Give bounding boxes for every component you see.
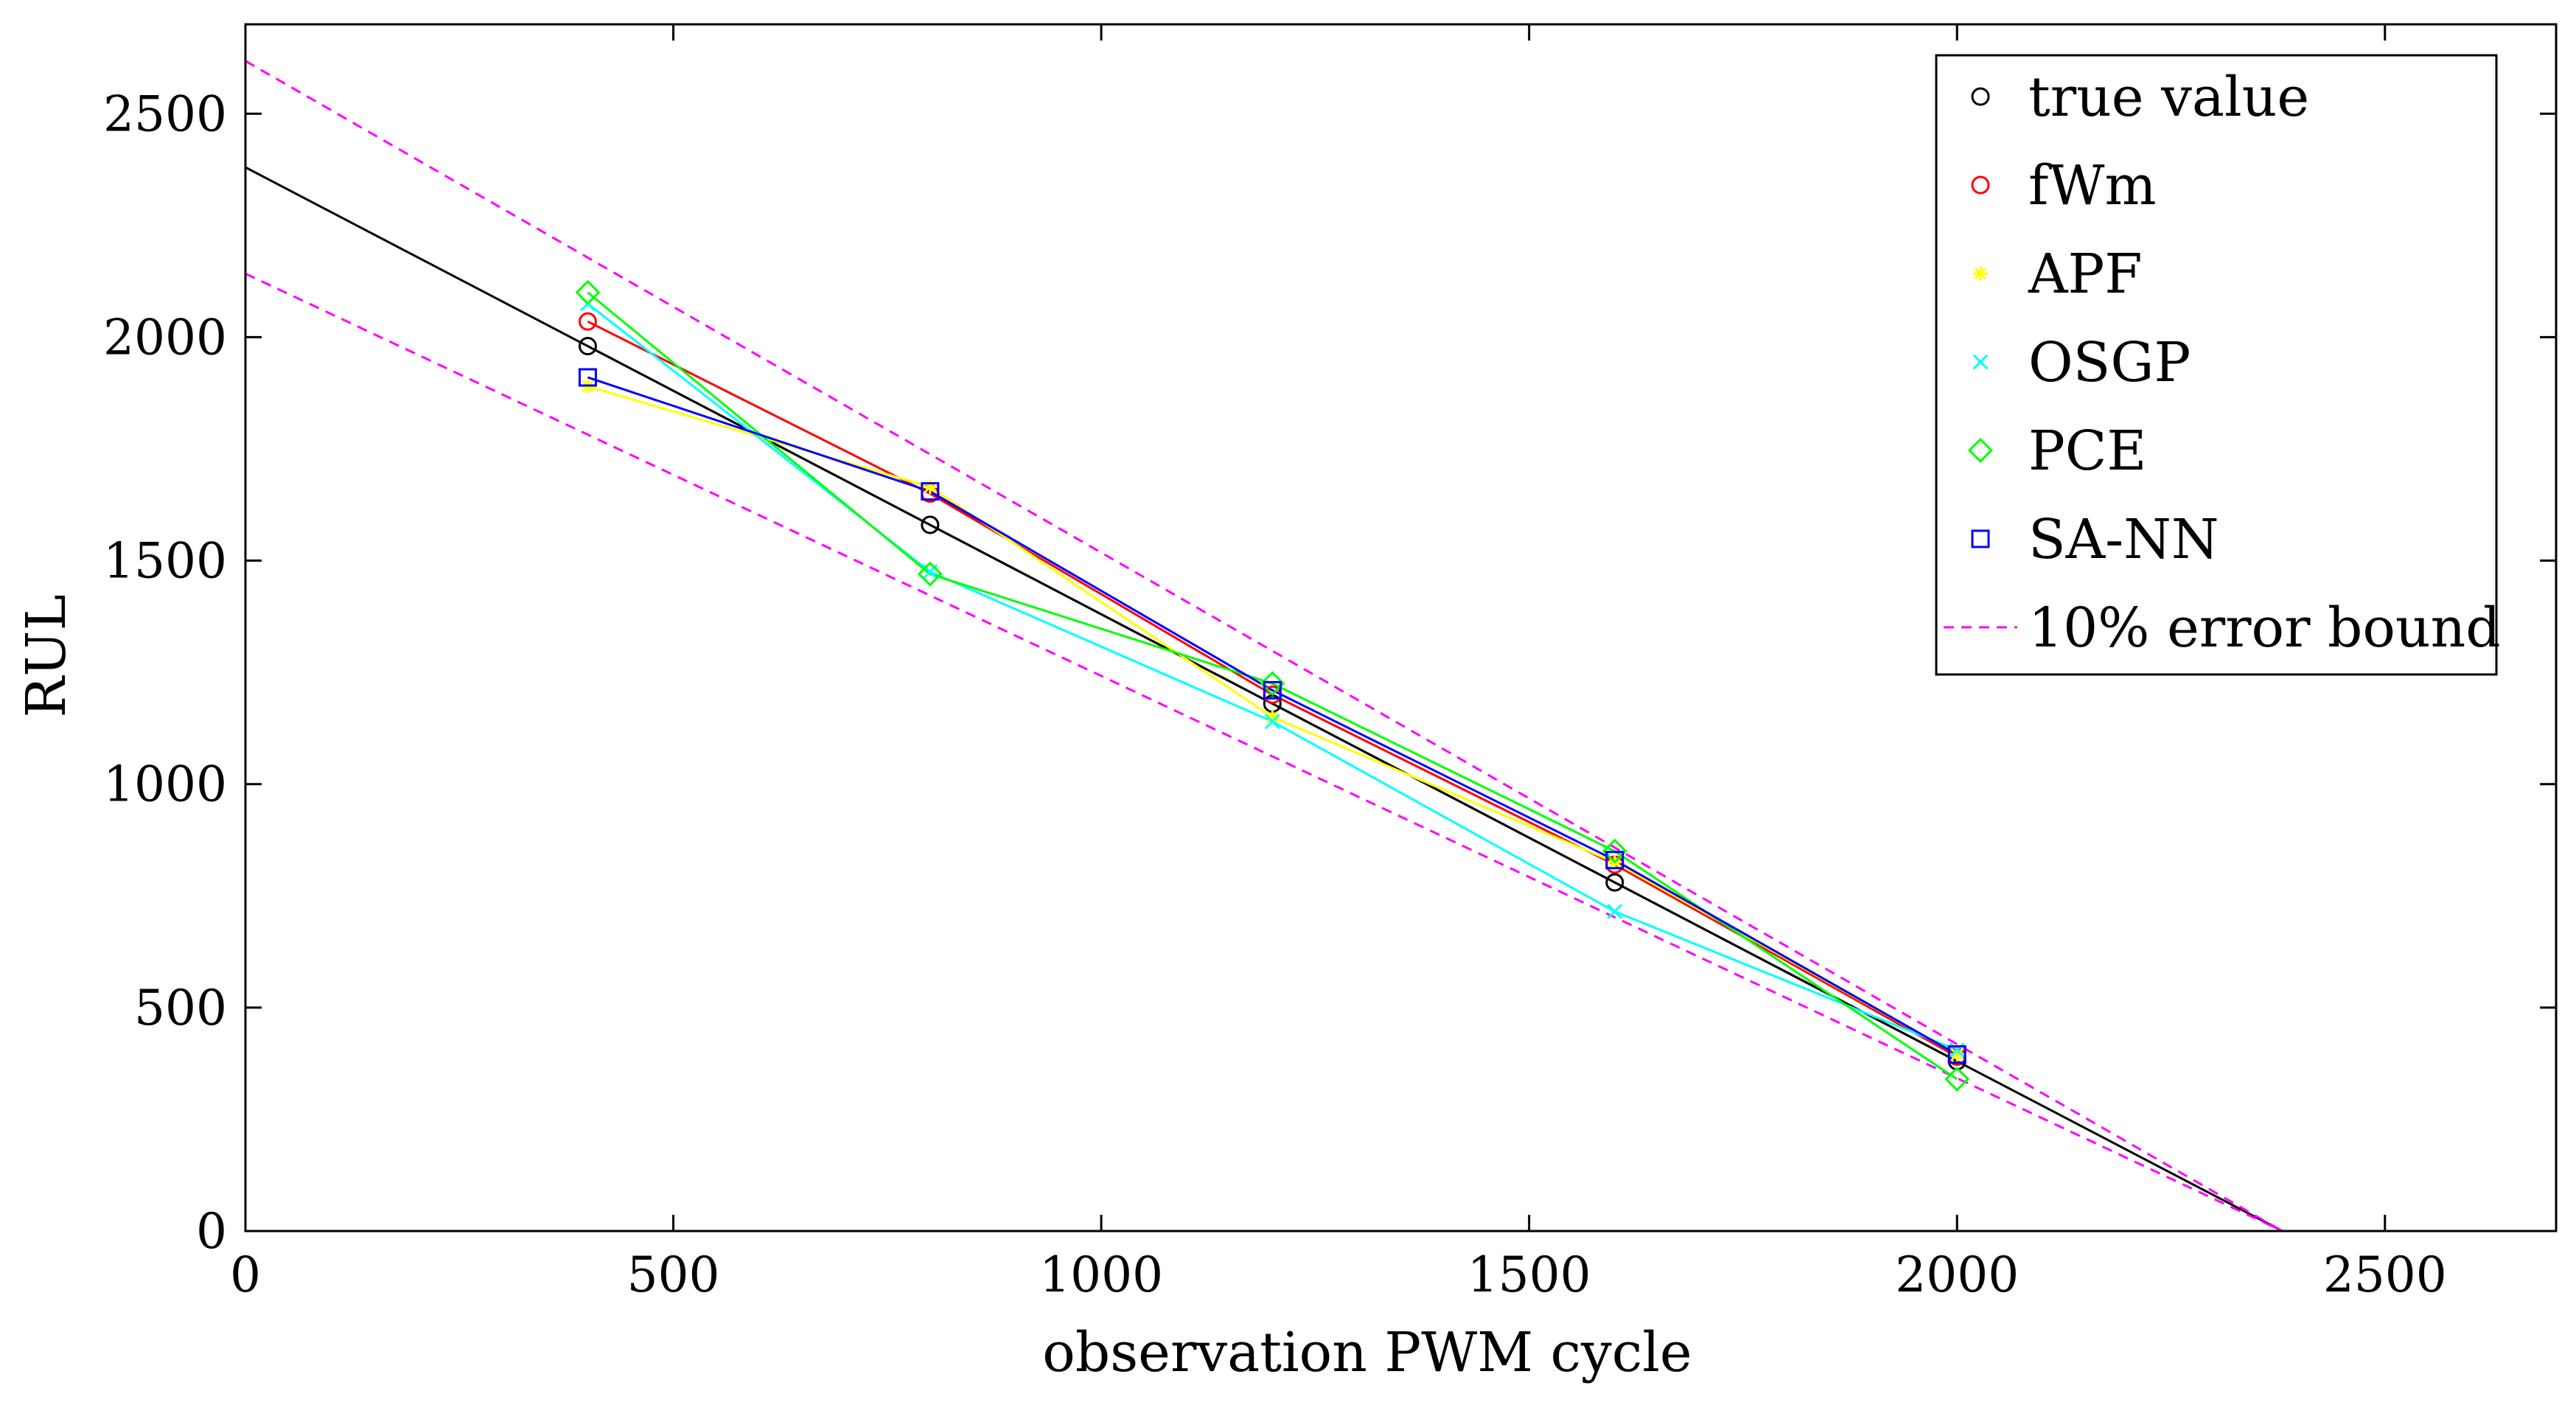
- legend-entry-sa-nn: SA-NN: [1971, 508, 2219, 571]
- x-axis-label: observation PWM cycle: [1042, 1321, 1692, 1384]
- y-axis-label: RUL: [15, 594, 78, 717]
- point-sa-nn-4: [1947, 1045, 1966, 1064]
- legend-entry-pce: PCE: [1968, 419, 2146, 483]
- y-tick-label-2000: 2000: [103, 309, 227, 366]
- point-sa-nn-2: [1263, 680, 1282, 700]
- point-true-value-0: [578, 337, 597, 356]
- x-tick-label-500: 500: [627, 1247, 720, 1303]
- y-tick-label-1000: 1000: [103, 756, 227, 813]
- legend-marker-true-value: [1971, 87, 1990, 106]
- series-line-sa-nn: [587, 376, 1958, 1056]
- y-tick-label-2500: 2500: [103, 86, 227, 142]
- legend-label-apf: APF: [2028, 243, 2143, 306]
- axes: 0 500 1000 1500 2000 2500 0 500 1000 1500 2000 2500: [103, 23, 2558, 1303]
- point-sa-nn-1: [921, 482, 940, 501]
- legend-marker-apf: [1973, 266, 1988, 281]
- legend-entry-true-value: true value: [1971, 66, 2309, 129]
- point-fwm-0: [578, 312, 597, 331]
- x-tick-label-2000: 2000: [1895, 1247, 2019, 1303]
- plot-content: [245, 60, 2283, 1231]
- point-apf-1: [922, 479, 938, 495]
- reference-line-10-error-bound-1: [245, 60, 2283, 1231]
- legend-marker-osgp: [1972, 354, 1989, 370]
- point-apf-4: [1950, 1047, 1965, 1062]
- y-tick-label-500: 500: [134, 980, 227, 1036]
- legend-entry-fwm: fWm: [1971, 154, 2157, 217]
- y-tick-label-1500: 1500: [103, 533, 227, 590]
- point-pce-0: [575, 279, 601, 305]
- legend: true value fWm APF OSGP PCE SA-NN 10% error bo…: [1935, 54, 2501, 676]
- legend-label-10-error-bound: 10% error bound: [2028, 596, 2501, 660]
- legend-marker-fwm: [1971, 175, 1990, 195]
- reference-line-10-error-bound-2: [245, 272, 2283, 1231]
- legend-entry-apf: APF: [1973, 243, 2143, 306]
- point-pce-1: [917, 561, 943, 587]
- legend-box: [1935, 54, 2498, 676]
- legend-marker-sa-nn: [1971, 529, 1990, 548]
- legend-entry-osgp: OSGP: [1972, 331, 2191, 394]
- legend-label-true-value: true value: [2028, 66, 2309, 129]
- legend-marker-pce: [1968, 438, 1993, 463]
- point-osgp-3: [1607, 904, 1623, 919]
- legend-label-sa-nn: SA-NN: [2028, 508, 2219, 571]
- x-tick-label-0: 0: [230, 1247, 261, 1303]
- plot-area: [245, 60, 2283, 1231]
- x-tick-label-2500: 2500: [2323, 1247, 2447, 1303]
- point-true-value-1: [921, 515, 940, 534]
- y-tick-label-0: 0: [196, 1203, 227, 1260]
- axes-frame: [244, 23, 2558, 1233]
- legend-label-fwm: fWm: [2028, 154, 2157, 217]
- point-sa-nn-3: [1605, 851, 1624, 870]
- point-pce-4: [1944, 1066, 1970, 1092]
- point-apf-2: [1265, 709, 1280, 725]
- point-pce-3: [1602, 838, 1627, 864]
- legend-label-osgp: OSGP: [2028, 331, 2191, 394]
- legend-label-pce: PCE: [2028, 419, 2146, 483]
- point-osgp-2: [1264, 714, 1280, 730]
- point-pce-2: [1260, 671, 1285, 697]
- point-true-value-3: [1605, 873, 1624, 892]
- x-tick-label-1500: 1500: [1467, 1247, 1591, 1303]
- point-sa-nn-0: [578, 368, 597, 387]
- x-tick-label-1000: 1000: [1039, 1247, 1163, 1303]
- series-line-pce: [587, 291, 1958, 1081]
- legend-entry-10-error-bound: 10% error bound: [1944, 596, 2501, 660]
